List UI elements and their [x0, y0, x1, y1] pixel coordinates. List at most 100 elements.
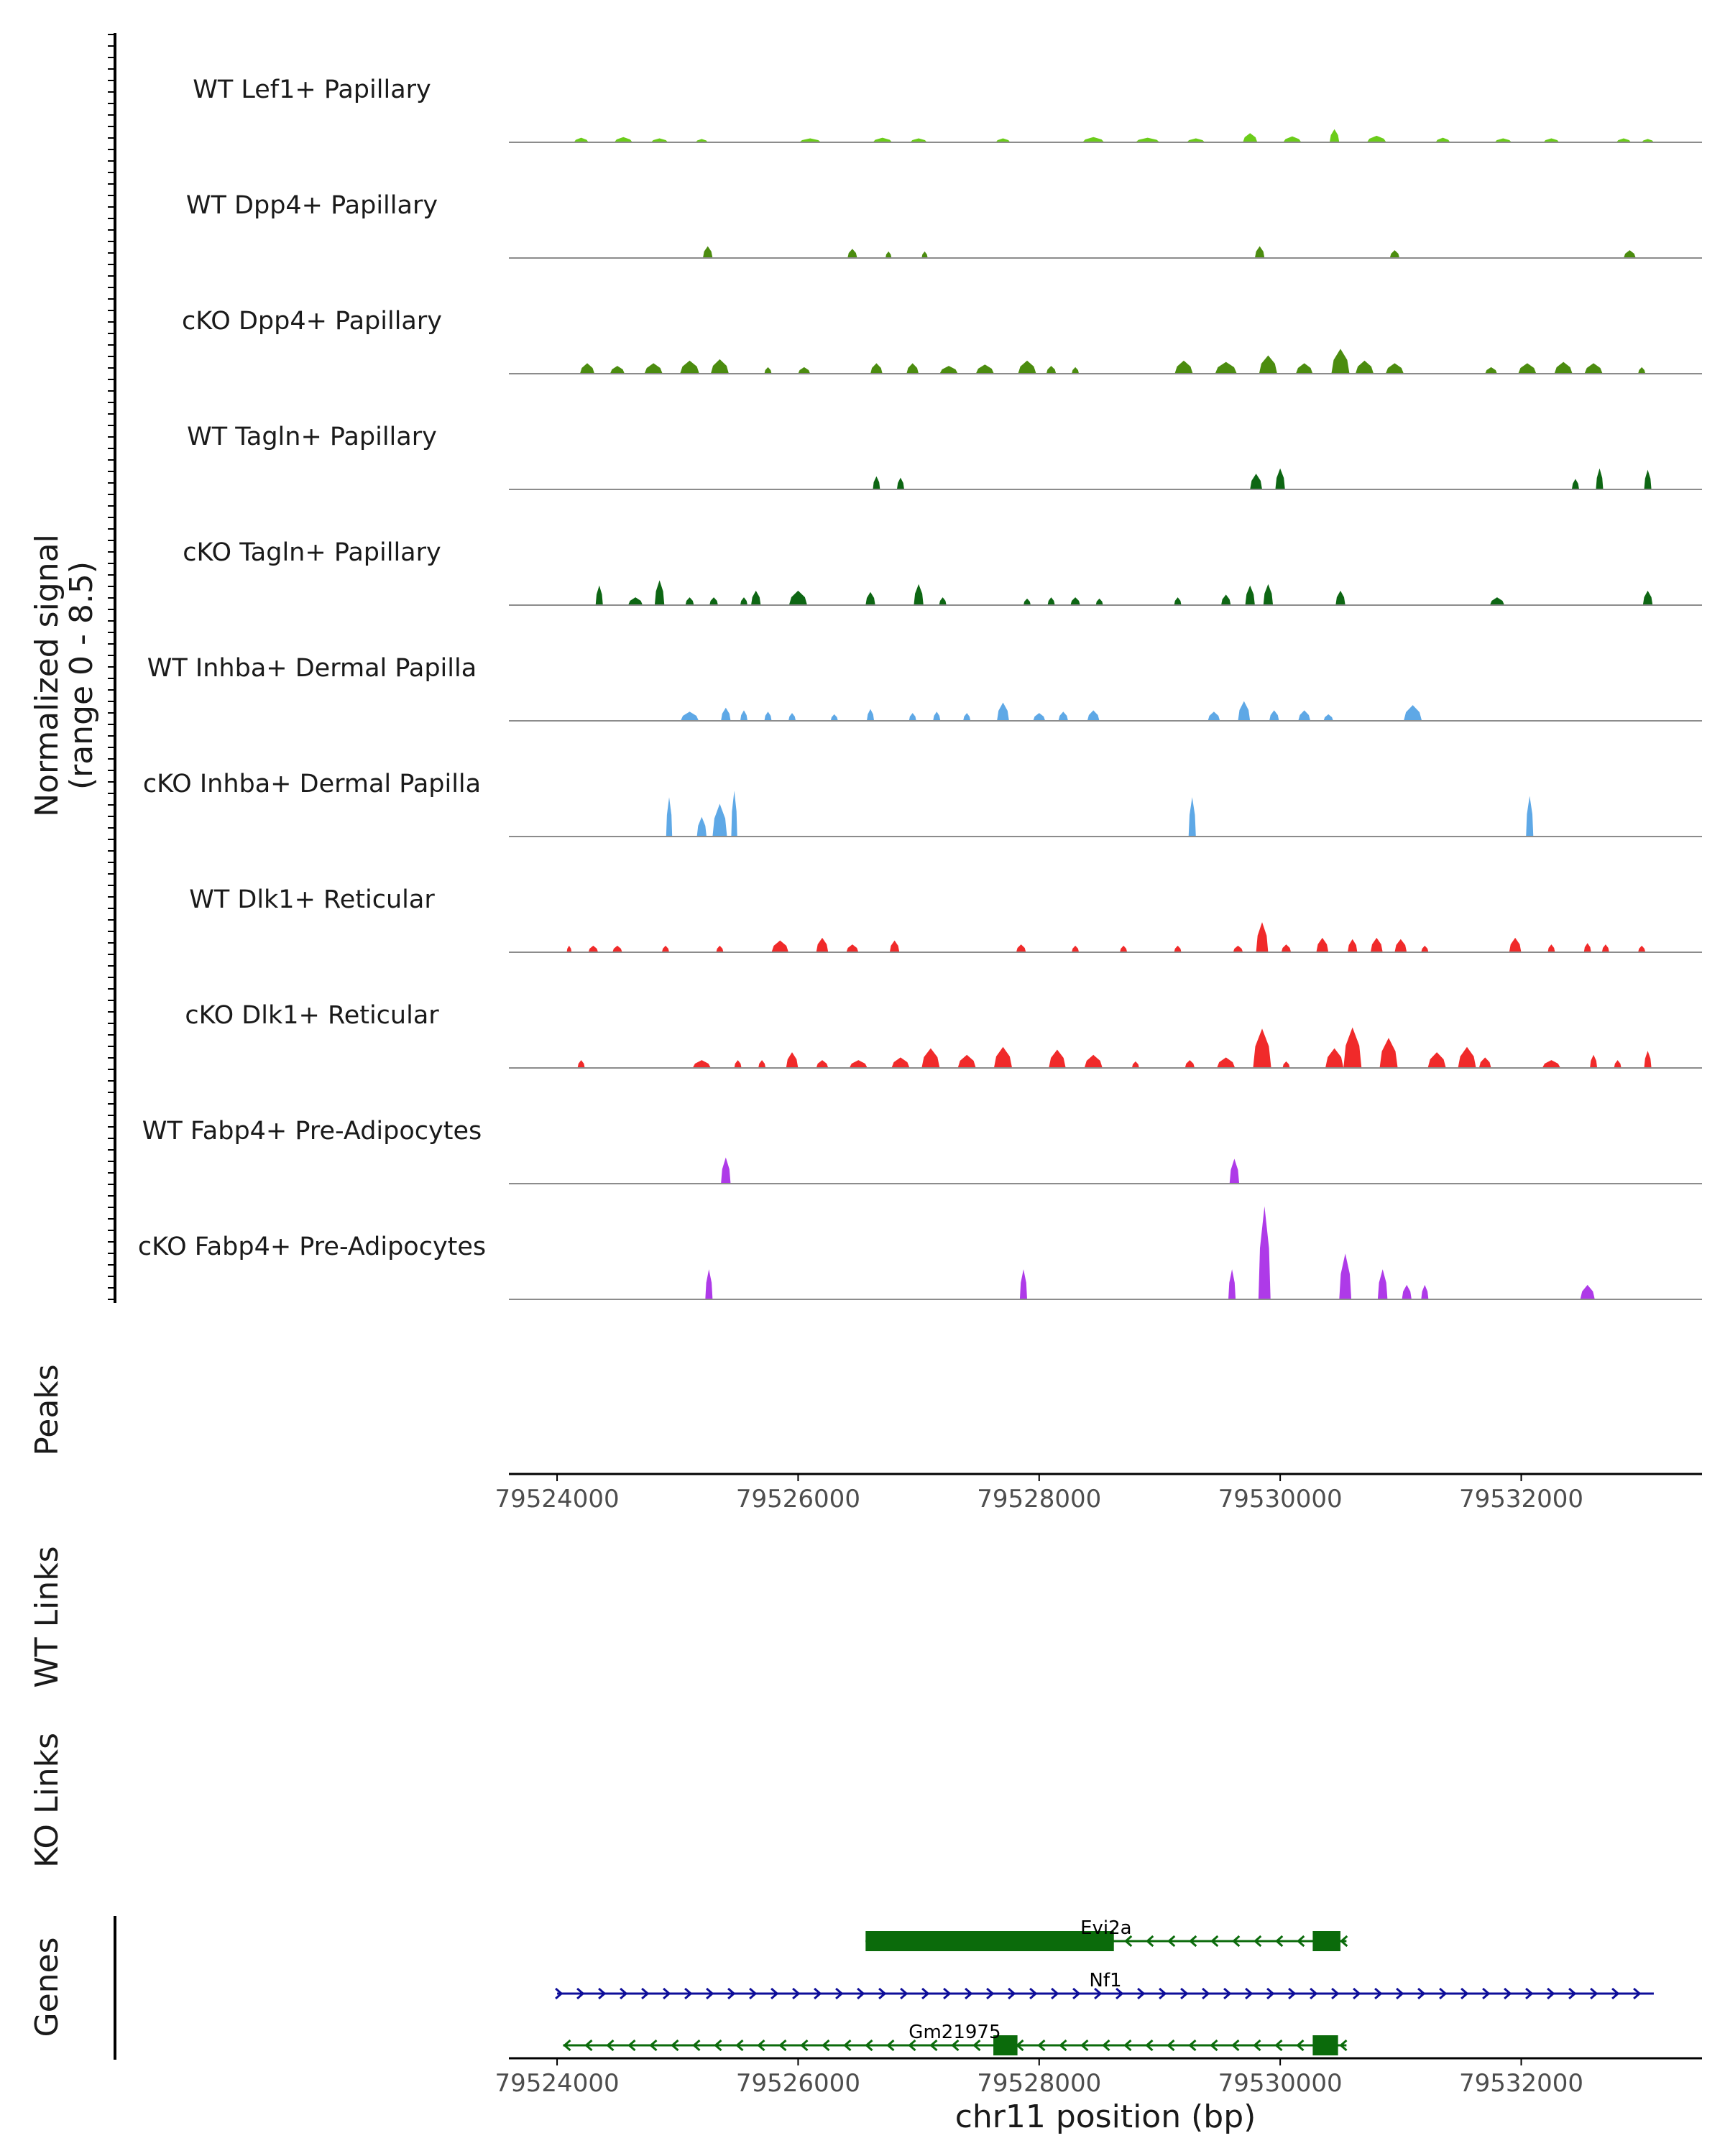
signal-peak	[1058, 711, 1068, 721]
strand-arrow	[965, 1987, 973, 2000]
strand-arrow	[1231, 2039, 1240, 2052]
signal-peak	[788, 590, 807, 605]
signal-track: WT Inhba+ Dermal Papilla	[147, 654, 1702, 722]
signal-peak	[788, 713, 796, 721]
signal-peak	[1542, 1060, 1560, 1068]
signal-peak	[1263, 584, 1274, 605]
signal-peak	[1135, 137, 1160, 142]
signal-peak	[1228, 1269, 1236, 1299]
signal-peak	[1188, 797, 1196, 837]
strand-arrow	[1253, 2039, 1261, 2052]
strand-arrow	[800, 2039, 809, 2052]
x-axis-tick-label: 79524000	[495, 1485, 620, 1514]
signal-peak	[1509, 937, 1522, 952]
x-axis-title: chr11 position (bp)	[955, 2099, 1256, 2135]
strand-arrow	[649, 2039, 658, 2052]
strand-arrow	[908, 2039, 916, 2052]
signal-peak	[1370, 937, 1383, 952]
track-label: WT Inhba+ Dermal Papilla	[147, 654, 477, 683]
signal-peak	[644, 363, 663, 374]
signal-peak	[1377, 1269, 1388, 1299]
signal-peak	[579, 363, 595, 374]
signal-peak	[1348, 939, 1358, 952]
signal-peak	[1616, 138, 1632, 142]
signal-peak	[1184, 1060, 1195, 1068]
signal-peak	[1458, 1046, 1476, 1068]
strand-arrow	[641, 1987, 650, 2000]
strand-arrow	[1145, 2039, 1154, 2052]
strand-arrow	[843, 2039, 852, 2052]
signal-peak	[1335, 590, 1346, 605]
signal-peak	[771, 940, 788, 952]
strand-arrow	[1029, 1987, 1038, 2000]
strand-arrow	[1159, 1987, 1167, 2000]
signal-peak	[939, 597, 947, 605]
signal-track: cKO Dlk1+ Reticular	[185, 1001, 1702, 1069]
strand-arrow	[857, 1987, 865, 2000]
signal-track: WT Dpp4+ Papillary	[186, 191, 1702, 259]
strand-arrow	[1439, 1987, 1448, 2000]
track-label: cKO Dpp4+ Papillary	[182, 307, 442, 336]
signal-peak	[1329, 129, 1340, 142]
signal-peak	[1253, 1028, 1271, 1068]
strand-arrow	[584, 2039, 593, 2052]
strand-arrow	[735, 2039, 744, 2052]
signal-axis: Normalized signal (range 0 - 8.5)	[29, 33, 116, 1303]
signal-peak	[1394, 939, 1407, 952]
signal-peak	[1325, 1048, 1344, 1068]
signal-peak	[1233, 945, 1243, 952]
signal-peak	[705, 1269, 713, 1299]
strand-arrow	[1232, 1935, 1241, 1948]
signal-peak	[731, 791, 737, 837]
strand-arrow	[563, 2039, 571, 2052]
strand-arrow	[1568, 1987, 1577, 2000]
strand-arrow	[606, 2039, 615, 2052]
x-axis-tick-label: 79526000	[736, 2069, 860, 2098]
strand-arrow	[1123, 2039, 1132, 2052]
signal-peak	[921, 1048, 940, 1068]
track-label: WT Fabp4+ Pre-Adipocytes	[142, 1117, 482, 1146]
signal-peak	[1601, 944, 1609, 952]
strand-arrow	[1146, 1935, 1154, 1948]
signal-peak	[1614, 1060, 1622, 1068]
signal-peak	[1256, 922, 1269, 952]
signal-peak	[939, 366, 958, 374]
strand-arrow	[770, 1987, 779, 2000]
strand-arrow	[1353, 1987, 1361, 2000]
gene-exon	[1312, 2035, 1338, 2055]
signal-peak	[1427, 1052, 1446, 1068]
signal-peak	[680, 711, 699, 721]
signal-peak	[921, 251, 928, 258]
signal-peak	[816, 937, 829, 952]
signal-track: cKO Fabp4+ Pre-Adipocytes	[138, 1206, 1702, 1300]
signal-peak	[1554, 361, 1573, 374]
strand-arrow	[576, 1987, 585, 2000]
signal-track: WT Dlk1+ Reticular	[189, 885, 1702, 953]
signal-peak	[889, 940, 900, 952]
peaks-panel-label: Peaks	[29, 1364, 65, 1455]
signal-peak	[1243, 133, 1258, 142]
signal-peak	[1238, 701, 1251, 721]
signal-peak	[566, 945, 572, 952]
signal-peak	[1366, 135, 1386, 142]
signal-peak	[846, 944, 859, 952]
strand-arrow	[555, 1987, 564, 2000]
strand-arrow	[778, 2039, 787, 2052]
gene-label: Gm21975	[908, 2022, 1000, 2043]
strand-arrow	[822, 2039, 830, 2052]
strand-arrow	[1167, 1935, 1176, 1948]
signal-peak	[1489, 597, 1504, 605]
x-axis-tick-label: 79528000	[977, 2069, 1101, 2098]
strand-arrow	[1254, 1935, 1262, 1948]
signal-peak	[1526, 796, 1534, 837]
signal-peak	[654, 580, 665, 605]
genes-panel-label: Genes	[29, 1937, 65, 2037]
signal-peak	[1258, 1206, 1271, 1299]
signal-peak	[816, 1060, 829, 1068]
signal-peak	[1229, 1158, 1240, 1184]
strand-arrow	[951, 2039, 960, 2052]
signal-peak	[914, 584, 924, 605]
signal-peak	[1435, 137, 1450, 142]
strand-arrow	[1189, 1935, 1197, 1948]
signal-peak	[910, 138, 927, 142]
